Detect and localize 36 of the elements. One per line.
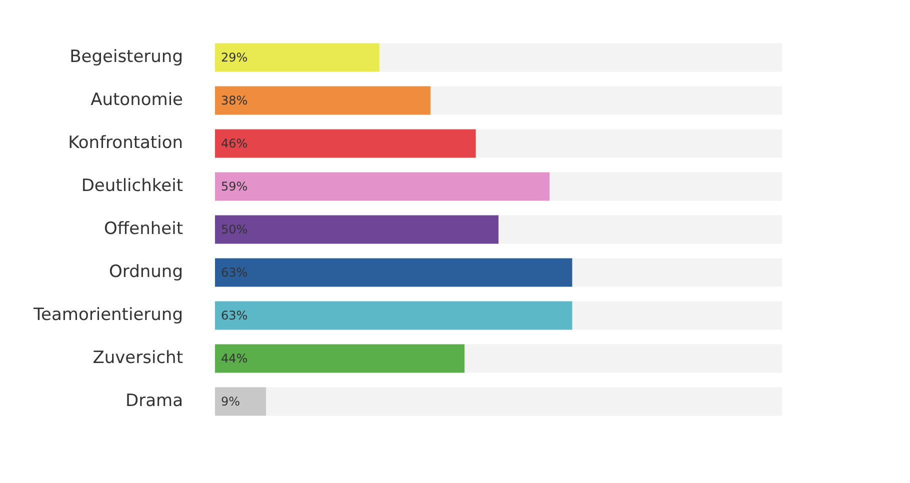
bar (572, 258, 782, 287)
data-label: 29% (221, 50, 248, 65)
data-label: 44% (221, 352, 248, 366)
bar (464, 344, 782, 373)
y-tick-label: Konfrontation (68, 132, 183, 153)
y-tick-label: Zuversicht (92, 348, 184, 368)
bar (430, 86, 782, 115)
data-label: 46% (221, 136, 248, 151)
bar (215, 301, 572, 330)
bar (266, 387, 782, 416)
bar (215, 129, 476, 158)
data-label: 63% (221, 308, 248, 323)
y-tick-label: Drama (126, 390, 183, 411)
bar (215, 344, 464, 373)
y-tick-label: Offenheit (104, 218, 184, 239)
data-label: 50% (221, 222, 248, 237)
bar (215, 258, 572, 287)
bar (476, 129, 782, 158)
y-tick-label: Deutlichkeit (81, 176, 184, 196)
bar (572, 301, 782, 330)
data-label: 38% (221, 94, 248, 108)
bar (215, 86, 430, 115)
y-tick-label: Ordnung (109, 262, 183, 282)
bar (215, 43, 380, 72)
bar (215, 215, 498, 244)
data-label: 63% (221, 266, 248, 280)
data-label: 9% (221, 394, 240, 409)
bar (215, 387, 266, 416)
bar (550, 172, 782, 201)
data-label: 59% (221, 180, 248, 194)
y-tick-label: Teamorientierung (32, 304, 183, 325)
y-tick-label: Autonomie (90, 90, 183, 110)
bar (379, 43, 782, 72)
y-tick-label: Begeisterung (70, 46, 183, 67)
bar (498, 215, 782, 244)
bar (215, 172, 550, 201)
